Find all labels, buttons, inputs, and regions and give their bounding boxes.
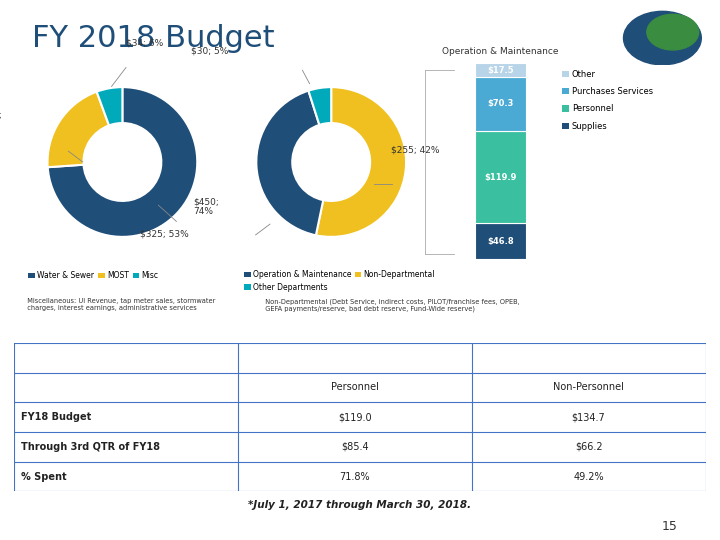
- Text: *July 1, 2017 through March 30, 2018.: *July 1, 2017 through March 30, 2018.: [248, 500, 472, 510]
- Text: $70.3: $70.3: [487, 99, 513, 109]
- Circle shape: [624, 11, 701, 65]
- Text: Revenue Sources ($610M): Revenue Sources ($610M): [73, 57, 186, 66]
- Text: $450;
74%: $450; 74%: [194, 197, 220, 217]
- Text: Miscellaneous: UI Revenue, tap meter sales, stormwater
  charges, interest earni: Miscellaneous: UI Revenue, tap meter sal…: [23, 299, 215, 312]
- Bar: [474, 223, 526, 259]
- Text: $85.4: $85.4: [341, 442, 369, 452]
- Text: OPERATION & MAINTENANCE (O&M): OPERATION & MAINTENANCE (O&M): [381, 353, 591, 363]
- Text: $30; 5%: $30; 5%: [191, 46, 228, 56]
- Wedge shape: [48, 87, 197, 237]
- Wedge shape: [48, 92, 109, 167]
- Legend: Operation & Maintenance, Other Departments, Non-Departmental: Operation & Maintenance, Other Departmen…: [241, 267, 438, 295]
- Text: $134.7: $134.7: [572, 412, 606, 422]
- Text: $46.8: $46.8: [487, 237, 513, 246]
- Text: $325; 53%: $325; 53%: [140, 230, 189, 239]
- Legend: Water & Sewer, MOST, Misc: Water & Sewer, MOST, Misc: [25, 268, 162, 283]
- Circle shape: [647, 14, 698, 50]
- Text: Non-Personnel: Non-Personnel: [553, 382, 624, 393]
- Text: FY 2018 Budget: FY 2018 Budget: [32, 24, 275, 52]
- Text: 49.2%: 49.2%: [573, 471, 604, 482]
- Text: FY18 Budget: FY18 Budget: [21, 412, 91, 422]
- Text: $17.5: $17.5: [487, 65, 513, 75]
- Text: $119.9: $119.9: [485, 173, 516, 181]
- Bar: [474, 63, 526, 77]
- Title: Operation & Maintenance: Operation & Maintenance: [442, 47, 559, 56]
- Text: Non-Departmental (Debt Service, indirect costs, PILOT/franchise fees, OPEB,
  GE: Non-Departmental (Debt Service, indirect…: [261, 299, 520, 313]
- Text: $255; 42%: $255; 42%: [391, 146, 440, 154]
- Text: $66.2: $66.2: [575, 442, 603, 452]
- Wedge shape: [96, 87, 122, 125]
- Bar: [474, 77, 526, 131]
- Text: $34; 6%: $34; 6%: [126, 39, 163, 48]
- Text: Personnel: Personnel: [330, 382, 379, 393]
- Text: Through 3rd QTR of FY18: Through 3rd QTR of FY18: [21, 442, 160, 452]
- Wedge shape: [308, 87, 331, 125]
- Text: 71.8%: 71.8%: [339, 471, 370, 482]
- Text: 15: 15: [662, 520, 678, 533]
- Text: % Spent: % Spent: [21, 471, 67, 482]
- Legend: Other, Purchases Services, Personnel, Supplies: Other, Purchases Services, Personnel, Su…: [559, 66, 657, 134]
- Text: $119.0: $119.0: [338, 412, 372, 422]
- Text: $125;
20%: $125; 20%: [0, 111, 2, 130]
- Bar: [474, 131, 526, 223]
- Wedge shape: [316, 87, 406, 237]
- Wedge shape: [256, 91, 323, 235]
- Text: Appropriations ($610M): Appropriations ($610M): [276, 57, 379, 66]
